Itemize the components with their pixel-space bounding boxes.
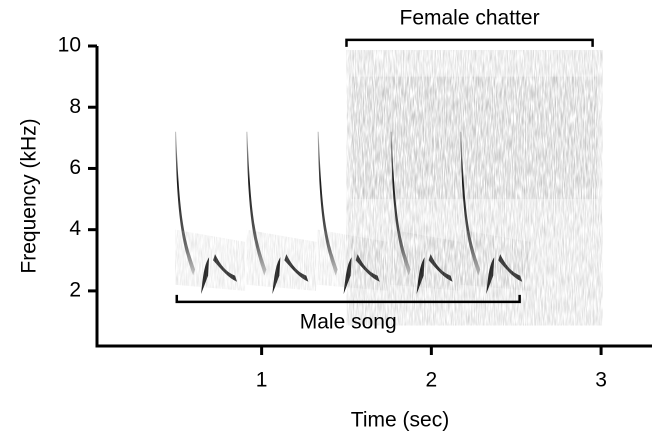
annotation-text: Female chatter bbox=[400, 6, 540, 29]
syllable bbox=[175, 131, 246, 294]
syllable-haze bbox=[317, 229, 388, 291]
bracket bbox=[175, 294, 521, 304]
x-axis-label: Time (sec) bbox=[351, 409, 449, 432]
syllable bbox=[317, 131, 388, 294]
y-tick-label: 2 bbox=[69, 278, 81, 301]
y-tick-label: 6 bbox=[69, 156, 81, 179]
chatter-band bbox=[351, 76, 598, 200]
syllable-haze bbox=[175, 229, 246, 291]
syllable-haze bbox=[390, 229, 461, 291]
y-tick-label: 4 bbox=[69, 217, 81, 240]
y-tick-label: 8 bbox=[69, 95, 81, 118]
y-tick-label: 10 bbox=[58, 34, 81, 57]
x-tick-label: 1 bbox=[256, 369, 268, 392]
syllable-haze bbox=[460, 229, 531, 291]
annotation-text: Male song bbox=[300, 310, 397, 333]
syllable bbox=[390, 131, 461, 294]
x-tick-label: 2 bbox=[426, 369, 438, 392]
x-tick-label: 3 bbox=[595, 369, 607, 392]
syllable-haze bbox=[246, 229, 317, 291]
syllable bbox=[246, 131, 317, 294]
bracket bbox=[345, 38, 594, 47]
syllable bbox=[460, 131, 531, 294]
y-axis-label: Frequency (kHz) bbox=[18, 118, 41, 273]
